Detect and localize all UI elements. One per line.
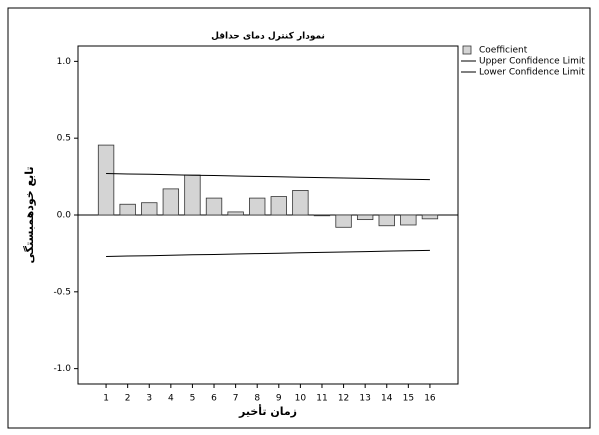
bar <box>421 214 439 220</box>
y-tick-label: 1.0 <box>57 57 72 67</box>
x-tick-label: 8 <box>254 394 260 404</box>
x-tick-label: 10 <box>295 394 307 404</box>
bar <box>162 188 180 216</box>
x-tick-label: 1 <box>103 394 109 404</box>
bar <box>378 214 395 227</box>
confidence-line <box>106 173 430 181</box>
x-tick-label: 16 <box>424 394 436 404</box>
x-tick-label: 15 <box>403 394 414 404</box>
bar <box>292 190 309 216</box>
confidence-line <box>106 249 430 257</box>
x-tick-label: 3 <box>146 394 152 404</box>
bar <box>356 214 374 221</box>
x-tick-label: 6 <box>211 394 217 404</box>
x-tick-label: 12 <box>338 394 349 404</box>
bar <box>227 211 244 216</box>
y-tick-label: 0.0 <box>57 211 72 221</box>
legend-label: Lower Confidence Limit <box>479 68 585 78</box>
chart-title: نمودار کنترل دمای حداقل <box>211 32 325 42</box>
bar <box>205 197 223 216</box>
x-tick-label: 4 <box>168 394 174 404</box>
x-tick-label: 7 <box>233 394 239 404</box>
bar <box>335 214 352 228</box>
x-tick-label: 2 <box>125 394 131 404</box>
x-tick-label: 9 <box>276 394 282 404</box>
y-tick-label: -1.0 <box>53 364 71 374</box>
y-axis-label: تابع خودهمبستگی <box>23 167 36 264</box>
bar <box>270 196 287 216</box>
bar <box>119 203 136 216</box>
legend-swatch <box>462 45 472 55</box>
x-tick-label: 11 <box>316 394 327 404</box>
x-tick-label: 13 <box>359 394 370 404</box>
legend-label: Coefficient <box>479 46 528 56</box>
bar <box>184 174 201 216</box>
x-tick-label: 14 <box>381 394 393 404</box>
frame <box>7 7 591 429</box>
x-axis-label: زمان تأخیر <box>238 404 297 418</box>
bar <box>249 197 266 216</box>
legend-label: Upper Confidence Limit <box>479 57 585 67</box>
y-tick-label: -0.5 <box>53 287 71 297</box>
bar <box>97 144 115 216</box>
bar <box>400 214 417 226</box>
y-tick-label: 0.5 <box>57 134 71 144</box>
bar <box>313 214 331 217</box>
x-tick-label: 5 <box>190 394 196 404</box>
bar <box>141 202 158 216</box>
